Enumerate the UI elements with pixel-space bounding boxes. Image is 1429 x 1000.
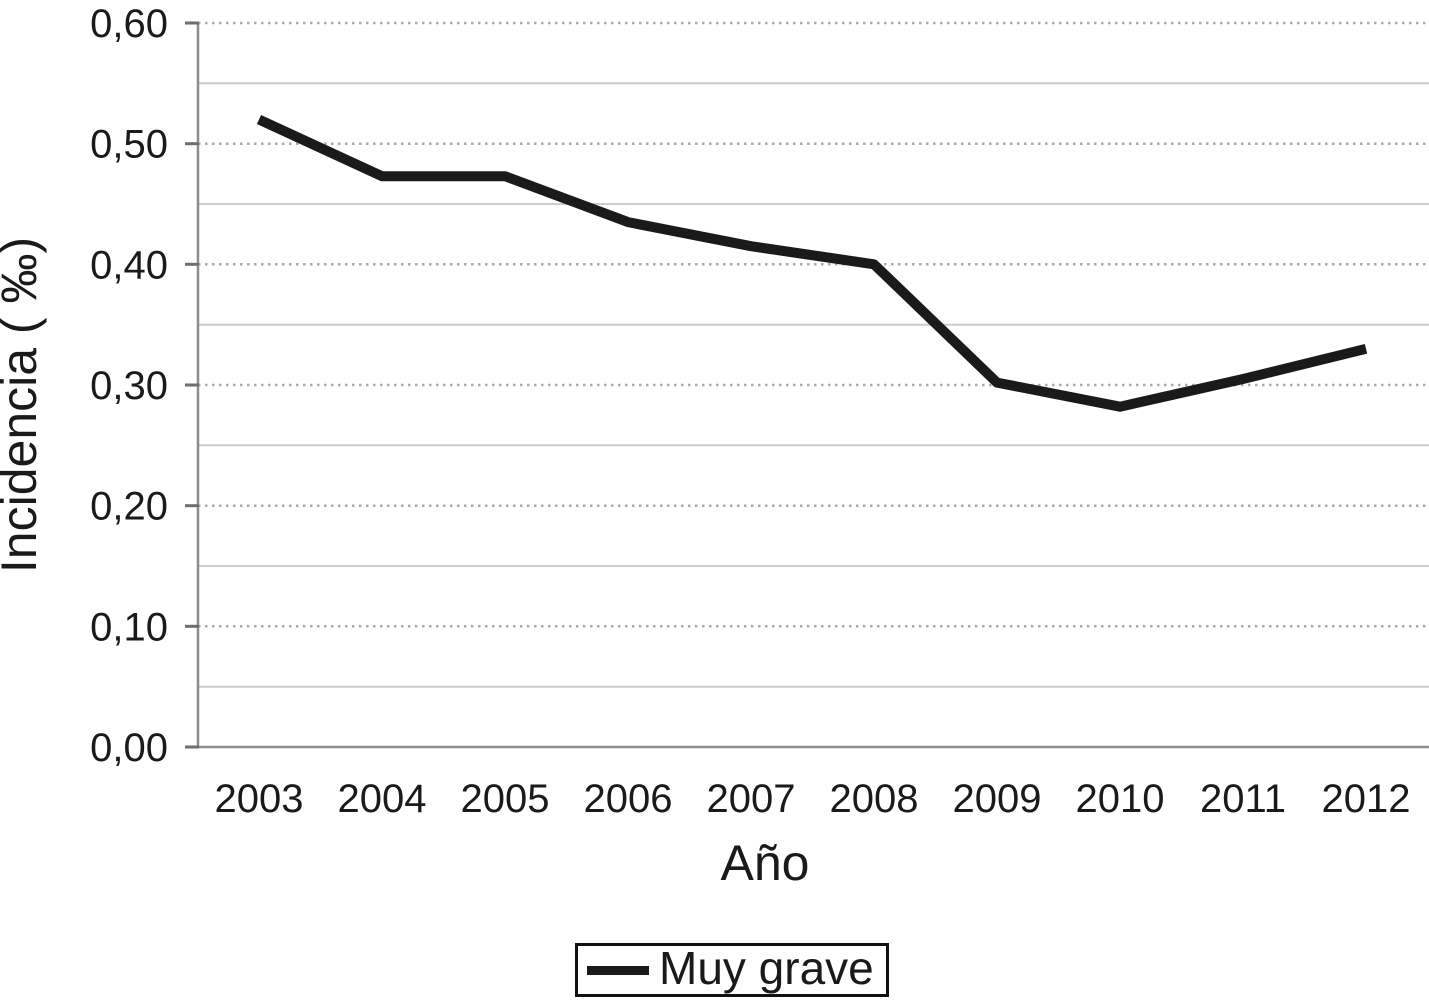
x-tick-label: 2008	[830, 777, 919, 821]
x-tick-label: 2004	[338, 777, 427, 821]
y-tick-label: 0,50	[90, 123, 168, 167]
data-line-muy-grave	[256, 114, 1368, 412]
x-tick-label: 2007	[707, 777, 796, 821]
x-tick-label: 2005	[461, 777, 550, 821]
x-tick-label: 2011	[1200, 777, 1286, 821]
legend-line-swatch	[587, 965, 649, 975]
x-tick-label: 2010	[1076, 777, 1165, 821]
y-axis-title: Incidencia ( ‰)	[0, 237, 47, 573]
x-tick-label: 2012	[1322, 777, 1411, 821]
legend-series-label: Muy grave	[659, 942, 874, 994]
y-tick-label: 0,00	[90, 726, 168, 770]
y-tick-label: 0,10	[90, 605, 168, 649]
y-tick-label: 0,40	[90, 243, 168, 287]
x-tick-label: 2003	[215, 777, 304, 821]
y-tick-label: 0,30	[90, 364, 168, 408]
x-axis-title: Año	[721, 835, 810, 891]
y-tick-label: 0,60	[90, 2, 168, 46]
y-tick-label: 0,20	[90, 485, 168, 529]
x-tick-label: 2009	[953, 777, 1042, 821]
chart-legend: Muy grave	[575, 943, 889, 997]
x-tick-label: 2006	[584, 777, 673, 821]
